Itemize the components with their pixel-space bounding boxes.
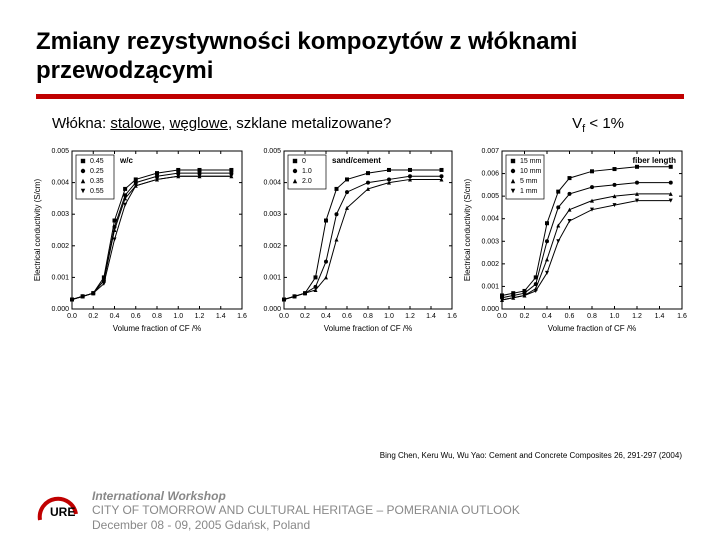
- svg-text:0.2: 0.2: [88, 313, 98, 320]
- svg-text:0.001: 0.001: [263, 274, 281, 281]
- slide: Zmiany rezystywności kompozytów z włókna…: [0, 0, 720, 540]
- svg-text:0.0: 0.0: [67, 313, 77, 320]
- svg-text:1.6: 1.6: [237, 313, 247, 320]
- svg-text:Volume fraction of CF /%: Volume fraction of CF /%: [324, 324, 412, 333]
- svg-text:0.004: 0.004: [51, 179, 69, 186]
- svg-text:0.2: 0.2: [300, 313, 310, 320]
- svg-text:0.000: 0.000: [481, 306, 499, 313]
- svg-text:0.002: 0.002: [51, 242, 69, 249]
- vf-v: V: [572, 115, 582, 132]
- svg-text:0.6: 0.6: [131, 313, 141, 320]
- svg-text:0.003: 0.003: [51, 211, 69, 218]
- svg-text:0.55: 0.55: [90, 188, 104, 195]
- title-line2: przewodzącymi: [36, 57, 213, 84]
- svg-text:0.6: 0.6: [342, 313, 352, 320]
- svg-text:Volume fraction of CF /%: Volume fraction of CF /%: [113, 324, 201, 333]
- svg-text:0.002: 0.002: [481, 260, 499, 267]
- fibers-u2: węglowe: [170, 115, 228, 132]
- svg-text:1.2: 1.2: [632, 313, 642, 320]
- title-underline: [36, 94, 684, 99]
- svg-text:0.6: 0.6: [565, 313, 575, 320]
- svg-text:0.35: 0.35: [90, 178, 104, 185]
- svg-text:1 mm: 1 mm: [520, 188, 538, 195]
- svg-text:0.004: 0.004: [263, 179, 281, 186]
- svg-text:Electrical conductivity (S/cm): Electrical conductivity (S/cm): [33, 178, 42, 281]
- svg-text:0.007: 0.007: [481, 148, 499, 155]
- svg-text:0.8: 0.8: [363, 313, 373, 320]
- svg-text:0.2: 0.2: [520, 313, 530, 320]
- svg-text:2.0: 2.0: [302, 178, 312, 185]
- svg-text:0.006: 0.006: [481, 170, 499, 177]
- svg-text:1.0: 1.0: [384, 313, 394, 320]
- svg-text:0.0: 0.0: [497, 313, 507, 320]
- footer-line1: International Workshop: [92, 489, 520, 503]
- svg-text:1.0: 1.0: [610, 313, 620, 320]
- svg-text:fiber length: fiber length: [632, 156, 676, 165]
- svg-text:0.4: 0.4: [110, 313, 120, 320]
- charts-row: 0.000 0.001 0.002 0.003 0.004 0.005 0.0 0.2 0.4 0…: [30, 145, 684, 335]
- vf-text: Vf < 1%: [572, 115, 624, 135]
- svg-text:0.25: 0.25: [90, 168, 104, 175]
- svg-text:1.0: 1.0: [302, 168, 312, 175]
- svg-text:Electrical conductivity (S/cm): Electrical conductivity (S/cm): [463, 178, 472, 281]
- svg-text:1.6: 1.6: [447, 313, 457, 320]
- svg-text:1.2: 1.2: [405, 313, 415, 320]
- svg-text:0.45: 0.45: [90, 158, 104, 165]
- ure-logo: URE: [36, 492, 82, 528]
- svg-text:0.005: 0.005: [263, 148, 281, 155]
- svg-text:1.6: 1.6: [677, 313, 687, 320]
- fibers-prefix: Włókna:: [52, 115, 110, 132]
- info-row: Włókna: stalowe, węglowe, szklane metali…: [52, 115, 684, 135]
- svg-text:1.4: 1.4: [426, 313, 436, 320]
- svg-text:0.004: 0.004: [481, 215, 499, 222]
- svg-text:sand/cement: sand/cement: [332, 156, 381, 165]
- svg-text:0.4: 0.4: [321, 313, 331, 320]
- fibers-sep1: ,: [161, 115, 169, 132]
- svg-text:0.8: 0.8: [152, 313, 162, 320]
- svg-text:0.005: 0.005: [481, 193, 499, 200]
- slide-title: Zmiany rezystywności kompozytów z włókna…: [36, 28, 684, 86]
- svg-text:0.005: 0.005: [51, 148, 69, 155]
- svg-text:0.001: 0.001: [51, 274, 69, 281]
- svg-text:0.001: 0.001: [481, 283, 499, 290]
- svg-text:1.4: 1.4: [216, 313, 226, 320]
- footer: URE International Workshop CITY OF TOMOR…: [36, 489, 520, 532]
- svg-text:1.2: 1.2: [195, 313, 205, 320]
- svg-text:0.003: 0.003: [263, 211, 281, 218]
- svg-text:0.4: 0.4: [542, 313, 552, 320]
- svg-text:0.003: 0.003: [481, 238, 499, 245]
- svg-text:0.8: 0.8: [587, 313, 597, 320]
- citation: Bing Chen, Keru Wu, Wu Yao: Cement and C…: [380, 451, 682, 460]
- chart-sand: 0.000 0.001 0.002 0.003 0.004 0.005 0.0 0.2 0.4 0…: [250, 145, 458, 335]
- vf-rest: < 1%: [585, 115, 624, 132]
- footer-line3: December 08 - 09, 2005 Gdańsk, Poland: [92, 518, 520, 532]
- fibers-text: Włókna: stalowe, węglowe, szklane metali…: [52, 115, 391, 132]
- svg-text:5 mm: 5 mm: [520, 178, 538, 185]
- svg-text:URE: URE: [50, 505, 75, 519]
- fibers-u1: stalowe: [110, 115, 161, 132]
- svg-text:0.0: 0.0: [279, 313, 289, 320]
- svg-text:0.000: 0.000: [51, 306, 69, 313]
- chart-fiber: 0.000 0.001 0.002 0.003 0.004 0.005 0.006 0.007…: [460, 145, 688, 335]
- footer-text: International Workshop CITY OF TOMORROW …: [92, 489, 520, 532]
- fibers-rest: , szklane metalizowane?: [228, 115, 391, 132]
- svg-text:0.000: 0.000: [263, 306, 281, 313]
- svg-text:w/c: w/c: [119, 156, 133, 165]
- svg-text:0.002: 0.002: [263, 242, 281, 249]
- svg-text:Volume fraction of CF /%: Volume fraction of CF /%: [548, 324, 636, 333]
- chart-wc: 0.000 0.001 0.002 0.003 0.004 0.005 0.0 0.2 0.4 0…: [30, 145, 248, 335]
- svg-text:15 mm: 15 mm: [520, 158, 542, 165]
- svg-text:1.0: 1.0: [173, 313, 183, 320]
- svg-text:1.4: 1.4: [655, 313, 665, 320]
- title-line1: Zmiany rezystywności kompozytów z włókna…: [36, 28, 577, 55]
- svg-text:10 mm: 10 mm: [520, 168, 542, 175]
- svg-text:0: 0: [302, 158, 306, 165]
- footer-line2: CITY OF TOMORROW AND CULTURAL HERITAGE –…: [92, 503, 520, 517]
